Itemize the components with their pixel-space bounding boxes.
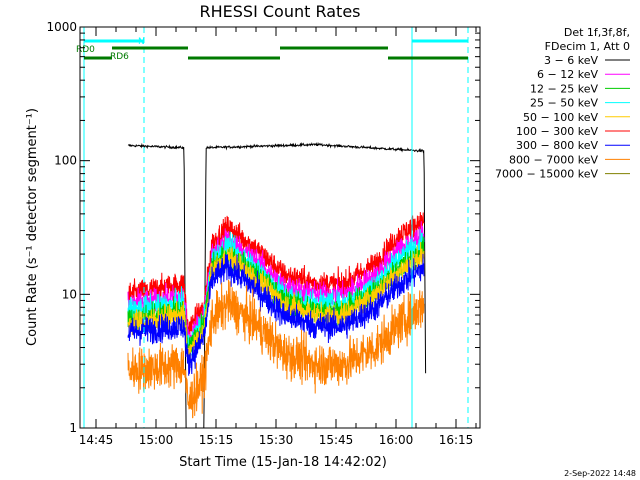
series-line-6-12-kev [127, 221, 425, 355]
y-axis-label: Count Rate (s⁻¹ detector segment⁻¹) [25, 108, 40, 346]
series-line-3-6-kev [127, 141, 427, 429]
y-tick-label: 1 [69, 421, 77, 435]
series-line-300-800-kev [127, 253, 425, 376]
plot-area: RD0 RD6 N 1 10 100 1000 14:45 15:00 15:15 15:30 15:… [46, 20, 481, 447]
legend-entry-label: 3 − 6 keV [544, 54, 598, 67]
y-tick-label: 100 [54, 154, 77, 168]
night-flag-label: N [138, 37, 145, 47]
x-tick-label: 14:45 [79, 433, 114, 447]
y-tick-label: 10 [62, 287, 77, 301]
plot-frame [79, 26, 481, 429]
x-tick-label: 15:30 [259, 433, 294, 447]
attenuator-label-rd0: RD0 [76, 45, 95, 55]
x-axis-label: Start Time (15-Jan-18 14:42:02) [179, 455, 387, 470]
x-tick-label: 15:00 [139, 433, 174, 447]
x-tick-label: 15:45 [319, 433, 354, 447]
series-line-50-100-kev [127, 241, 425, 366]
legend-entry-label: 300 − 800 keV [516, 139, 598, 152]
legend-entry-label: 12 − 25 keV [530, 82, 598, 95]
attenuator-label-rd6: RD6 [110, 52, 129, 62]
legend-entry-label: 100 − 300 keV [516, 125, 598, 138]
legend-header-line-2: FDecim 1, Att 0 [545, 40, 630, 53]
legend-entry-label: 6 − 12 keV [537, 68, 598, 81]
datestamp: 2-Sep-2022 14:48 [564, 469, 636, 478]
x-tick-label: 15:15 [199, 433, 234, 447]
legend-entry-label: 800 − 7000 keV [509, 153, 598, 166]
legend-entry-label: 7000 − 15000 keV [495, 168, 598, 181]
x-tick-label: 16:00 [379, 433, 414, 447]
series-line-800-7000-kev [127, 279, 425, 419]
x-tick-label: 16:15 [439, 433, 474, 447]
legend-entry-label: 25 − 50 keV [530, 97, 598, 110]
chart-title: RHESSI Count Rates [200, 2, 361, 21]
y-tick-label: 1000 [46, 20, 77, 34]
legend-header-line-1: Det 1f,3f,8f, [564, 26, 630, 39]
legend-entry-label: 50 − 100 keV [523, 111, 598, 124]
series-line-100-300-kev [127, 212, 425, 339]
